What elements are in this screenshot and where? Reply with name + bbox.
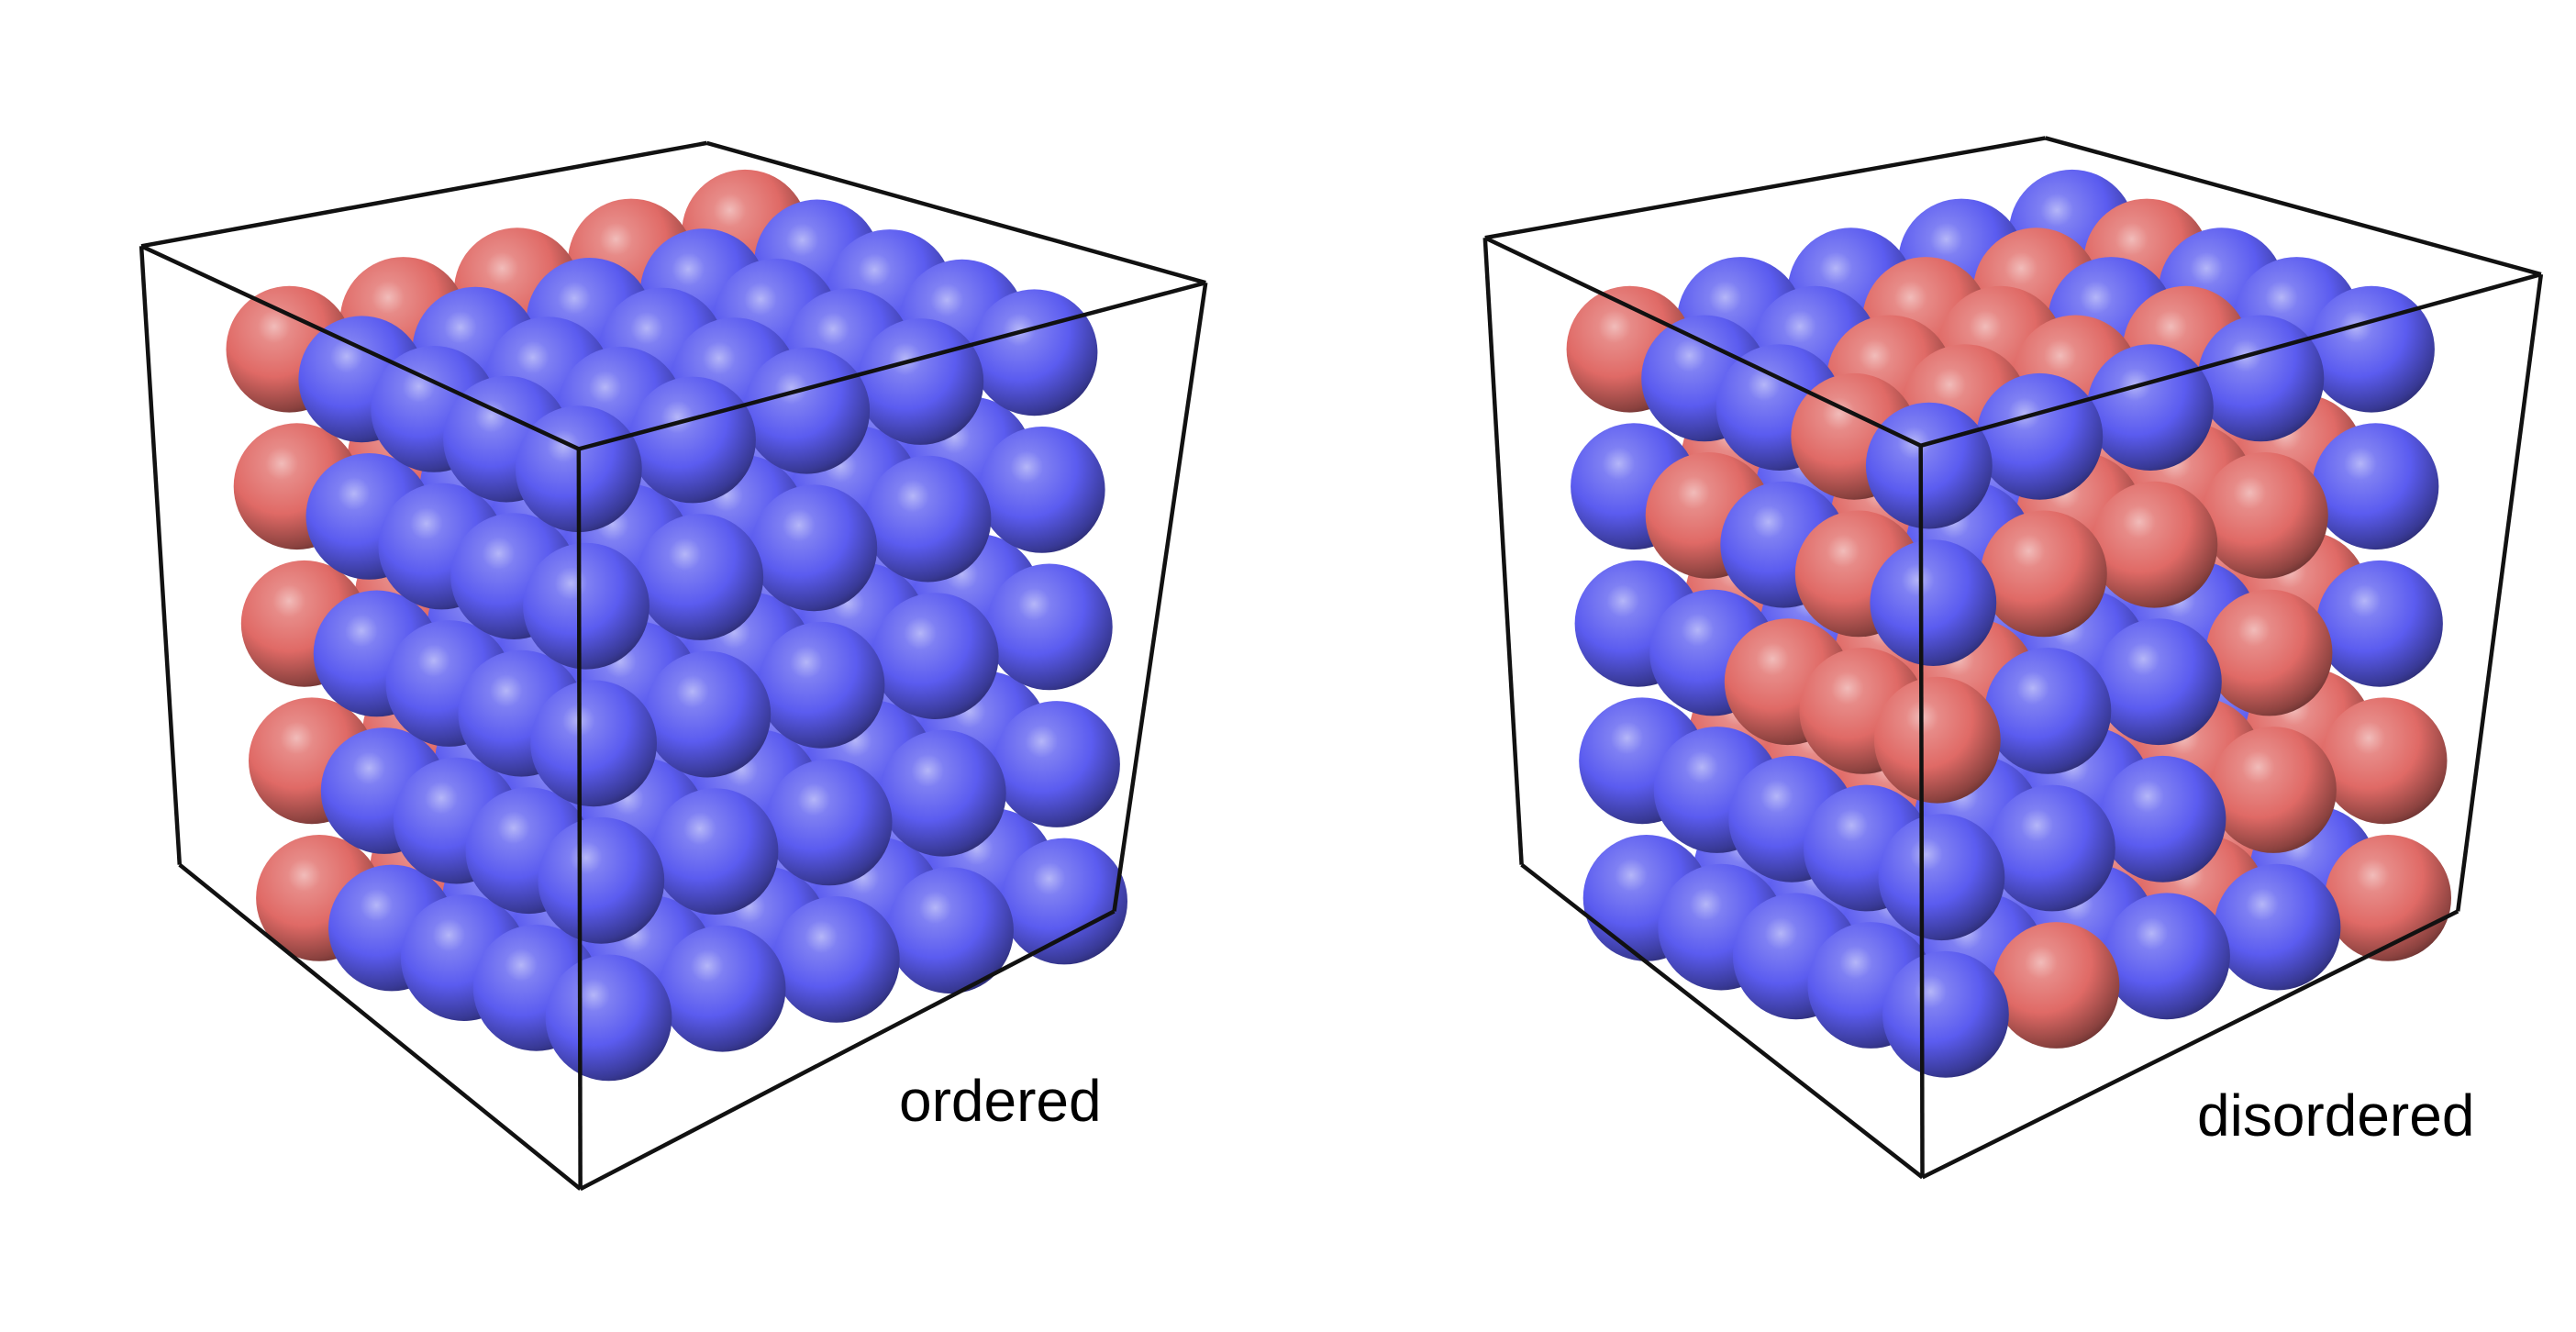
red-atom [1981,510,2107,638]
blue-atom [1989,784,2115,912]
blue-atom [985,563,1113,691]
box-edge-top-back-left [140,140,707,249]
blue-atom [887,867,1014,994]
blue-atom [651,788,779,915]
red-atom [2091,481,2218,608]
red-atom [1873,676,2001,804]
blue-atom [765,759,893,886]
blue-atom [978,427,1105,553]
box-edge-top-front-right [1920,272,2542,448]
box-edge-bottom-right [1921,909,2459,1180]
blue-atom [2312,423,2439,550]
blue-atom [872,593,999,719]
blue-atom [743,347,871,474]
blue-atom [1878,814,2005,941]
box-edge-bottom-left [178,862,583,1191]
blue-atom [659,925,786,1052]
box-edge-top-back-right [705,140,1206,285]
box-edge-top-back-left [1484,136,2047,240]
blue-atom [772,896,900,1023]
blue-atom [879,729,1006,857]
box-edge-top-front-left [140,244,580,451]
red-atom [2325,835,2452,961]
red-atom [2202,452,2328,579]
box-edge-right-vertical [1112,282,1208,912]
box-edge-left-vertical [1482,238,1524,865]
blue-atom [530,680,657,807]
blue-atom [538,816,665,944]
ordered-label: ordered [899,1068,1102,1134]
disordered-crystal-panel [1482,136,2544,1180]
box-edge-front-vertical [576,449,583,1190]
box-edge-top-back-right [2045,136,2542,277]
blue-atom [2308,285,2435,413]
blue-atom [1865,402,1993,529]
box-edge-top-front-left [1483,236,1922,448]
blue-atom [2214,863,2341,991]
disordered-label: disordered [2197,1082,2474,1149]
blue-atom [2104,893,2230,1020]
box-edge-bottom-left [1520,862,1924,1180]
box-edge-bottom-right [579,909,1116,1192]
box-edge-right-vertical [2455,273,2544,912]
box-edge-front-vertical [1918,445,1925,1178]
blue-atom [2099,755,2226,882]
blue-atom [644,650,772,778]
blue-atom [1984,648,2112,774]
ordered-crystal-panel [139,140,1208,1192]
blue-atom [629,376,756,504]
blue-atom [1001,838,1127,965]
blue-atom [971,289,1098,416]
blue-atom [2316,560,2443,687]
blue-atom [545,954,672,1082]
blue-atom [857,318,984,445]
blue-atom [864,455,992,583]
blue-atom [637,514,764,640]
red-atom [2205,589,2333,716]
box-edge-top-front-right [578,280,1206,451]
blue-atom [2095,618,2222,746]
red-atom [1993,922,2120,1049]
blue-atom [2197,315,2325,442]
blue-atom [750,484,878,612]
blue-atom [1870,539,1997,666]
blue-atom [994,701,1120,827]
blue-atom [1882,950,2009,1078]
blue-atom [758,621,885,749]
blue-atom [1976,372,2104,500]
box-edge-left-vertical [139,246,183,865]
red-atom [2320,697,2448,825]
blue-atom [523,542,650,670]
blue-atom [2087,344,2214,471]
red-atom [2210,727,2337,853]
